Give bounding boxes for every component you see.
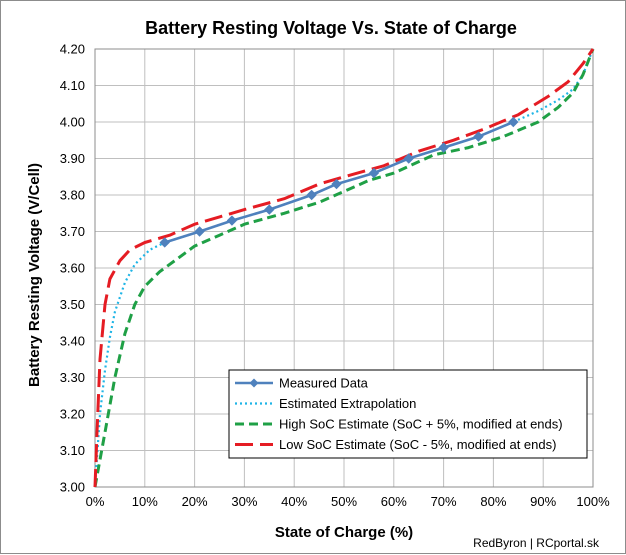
y-tick-label: 3.00 <box>60 480 85 495</box>
x-tick-label: 50% <box>331 494 357 509</box>
x-tick-label: 0% <box>86 494 105 509</box>
x-tick-label: 30% <box>231 494 257 509</box>
x-axis-title: State of Charge (%) <box>275 524 413 541</box>
data-point-marker <box>194 226 205 237</box>
credit-text: RedByron | RCportal.sk <box>473 536 600 550</box>
y-tick-label: 3.60 <box>60 261 85 276</box>
series-line <box>93 48 595 488</box>
y-tick-label: 3.90 <box>60 151 85 166</box>
legend-box <box>228 369 588 459</box>
x-tick-label: 70% <box>431 494 457 509</box>
plot-area-border <box>94 48 594 488</box>
data-point-marker <box>306 189 317 201</box>
chart-title: Battery Resting Voltage Vs. State of Cha… <box>145 18 517 38</box>
data-point-marker <box>264 204 275 215</box>
data-point-marker <box>368 167 380 179</box>
y-tick-label: 4.00 <box>60 115 85 130</box>
y-tick-label: 3.30 <box>60 370 85 385</box>
legend-marker <box>249 378 259 388</box>
series-lines <box>93 48 595 488</box>
data-point-marker <box>473 131 484 142</box>
legend-label: High SoC Estimate (SoC + 5%, modified at… <box>279 417 563 432</box>
series-line <box>93 48 595 488</box>
legend: Measured Data Estimated Extrapolation High… <box>228 369 588 459</box>
x-tick-label: 100% <box>576 494 610 509</box>
y-tick-label: 3.80 <box>60 188 85 203</box>
y-tick-label: 3.20 <box>60 407 85 422</box>
x-tick-label: 80% <box>480 494 506 509</box>
data-point-marker <box>403 153 414 164</box>
tick-labels: 0% 10% 20% 30% 40% 50% 60% 70% 80% 90% 100% 3.00 3.1… <box>60 42 610 510</box>
data-point-marker <box>159 237 170 248</box>
y-tick-label: 3.40 <box>60 334 85 349</box>
x-tick-label: 60% <box>381 494 407 509</box>
x-tick-label: 90% <box>530 494 556 509</box>
x-tick-label: 10% <box>132 494 158 509</box>
legend-label: Estimated Extrapolation <box>279 396 416 411</box>
y-tick-label: 3.70 <box>60 224 85 239</box>
x-tick-label: 40% <box>281 494 307 509</box>
y-tick-label: 3.10 <box>60 443 85 458</box>
legend-label: Measured Data <box>279 376 369 391</box>
data-point-marker <box>438 142 449 153</box>
x-tick-label: 20% <box>182 494 208 509</box>
data-point-marker <box>508 116 519 128</box>
y-axis-title: Battery Resting Voltage (V/Cell) <box>26 163 43 387</box>
y-tick-label: 3.50 <box>60 297 85 312</box>
y-tick-label: 4.20 <box>60 42 85 57</box>
legend-label: Low SoC Estimate (SoC - 5%, modified at … <box>279 437 556 452</box>
y-tick-label: 4.10 <box>60 78 85 93</box>
data-point-marker <box>331 178 342 190</box>
data-point-marker <box>226 215 238 226</box>
